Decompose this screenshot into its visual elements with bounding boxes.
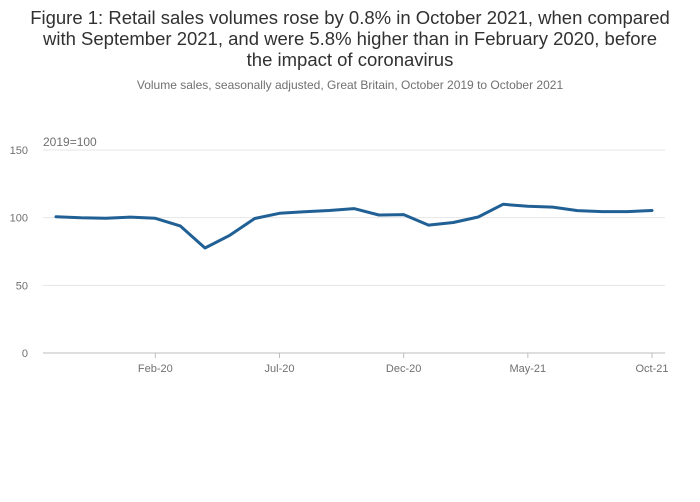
chart-title: Figure 1: Retail sales volumes rose by 0… (30, 7, 670, 70)
series-line (54, 202, 654, 250)
chart-subtitle: Volume sales, seasonally adjusted, Great… (136, 78, 564, 92)
y-tick-label: 150 (10, 145, 28, 157)
x-tick-label: Jul-20 (265, 363, 295, 375)
y-tick-label: 0 (22, 348, 28, 360)
y-unit-label: 2019=100 (43, 135, 97, 149)
y-tick-label: 100 (10, 213, 28, 225)
y-tick-label: 50 (16, 280, 28, 292)
x-tick-label: May-21 (509, 363, 546, 375)
x-tick-label: Feb-20 (138, 363, 173, 375)
x-tick-label: Oct-21 (635, 363, 668, 375)
x-tick-label: Dec-20 (386, 363, 421, 375)
